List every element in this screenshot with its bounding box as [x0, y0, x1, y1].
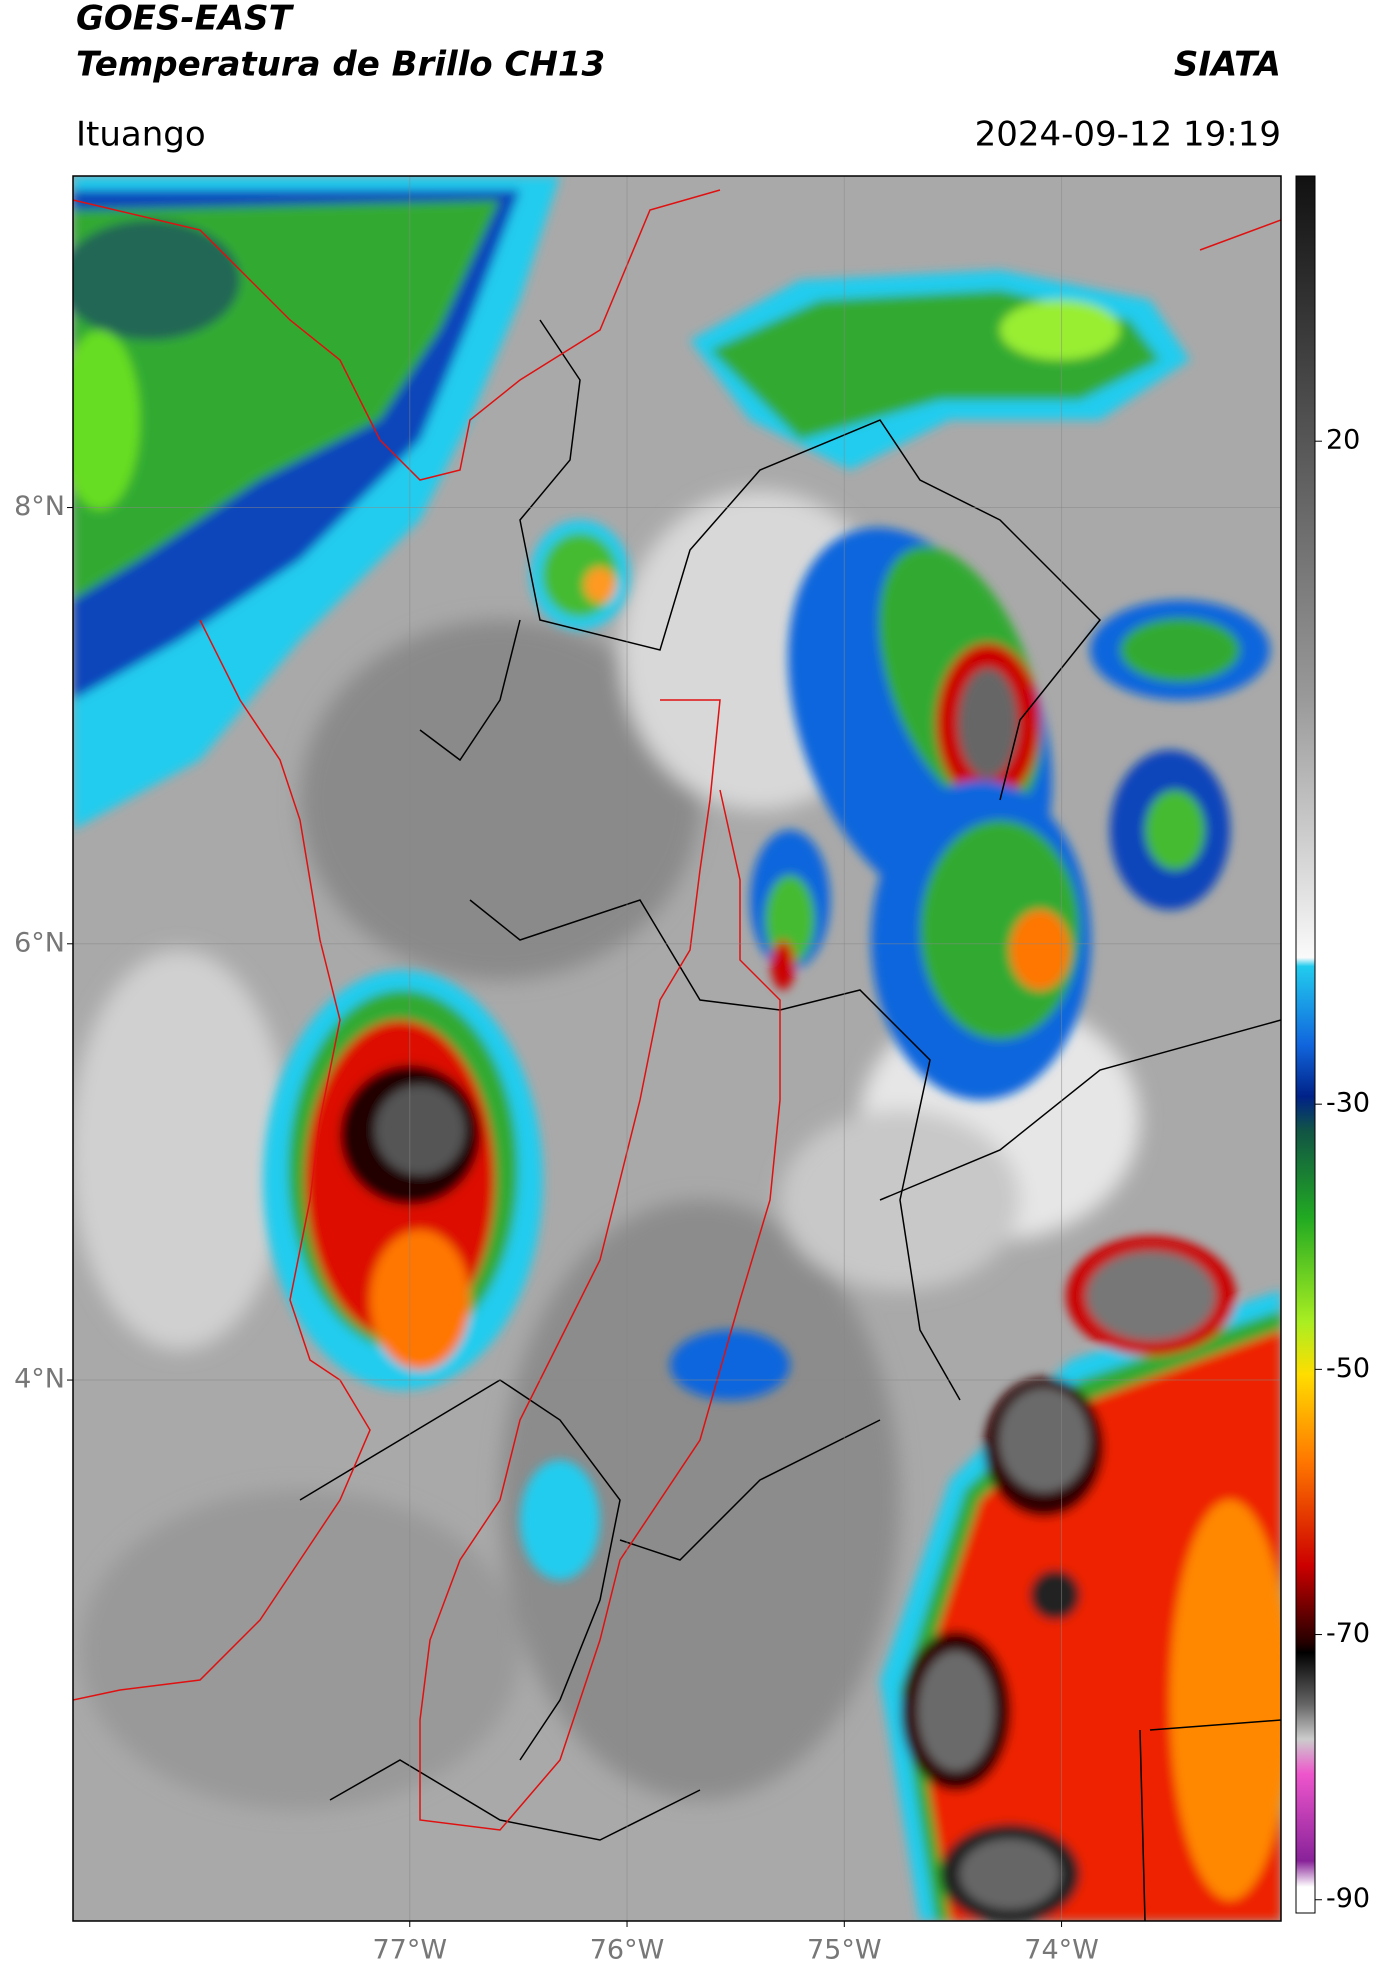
satellite-image [73, 176, 1281, 1921]
colorbar-label: 20 [1326, 425, 1360, 456]
x-tick-label: 74°W [1024, 1935, 1099, 1966]
colorbar [1295, 175, 1316, 1914]
x-tick-label: 77°W [372, 1935, 447, 1966]
location: Ituango [76, 115, 206, 155]
colorbar-label: -70 [1326, 1618, 1370, 1649]
datetime: 2024-09-12 19:19 [975, 115, 1281, 155]
organization: SIATA [1174, 45, 1281, 85]
y-tick-label: 4°N [14, 1364, 65, 1395]
graticule [73, 176, 1281, 1921]
x-tick-label: 75°W [807, 1935, 882, 1966]
y-tick-label: 8°N [14, 491, 65, 522]
x-tick-label: 76°W [590, 1935, 665, 1966]
map-frame [72, 175, 1282, 1922]
subtitle: Temperatura de Brillo CH13 [76, 45, 605, 85]
title: GOES-EAST [76, 0, 295, 39]
colorbar-label: -30 [1326, 1088, 1370, 1119]
y-tick-label: 6°N [14, 927, 65, 958]
colorbar-label: -50 [1326, 1353, 1370, 1384]
colorbar-label: -90 [1326, 1883, 1370, 1914]
